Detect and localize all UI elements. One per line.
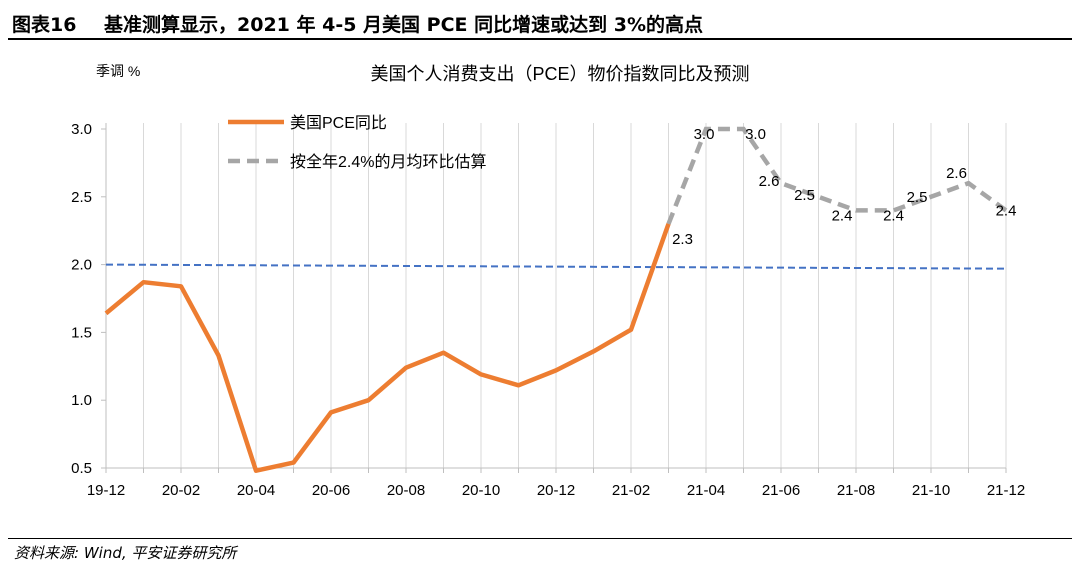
x-tick-label: 21-02	[612, 482, 650, 499]
data-label: 2.4	[832, 207, 853, 224]
source-note: 资料来源: Wind, 平安证券研究所	[14, 544, 237, 562]
figure-number: 图表16	[12, 14, 77, 36]
footer-divider	[8, 538, 1072, 539]
x-tick-label: 21-10	[912, 482, 950, 499]
x-tick-label: 20-06	[312, 482, 350, 499]
data-label: 2.6	[759, 173, 780, 190]
axes: 0.5 1.0 1.5 2.0 2.5 3.0 19-12 20-02 20-04 20-06 20…	[71, 121, 1025, 499]
x-tick-label: 20-10	[462, 482, 500, 499]
x-tick-label: 21-06	[762, 482, 800, 499]
actual-series-line	[104, 223, 671, 473]
x-tick-label: 21-04	[687, 482, 725, 499]
x-tick-label: 20-04	[237, 482, 275, 499]
data-label: 2.6	[946, 165, 967, 182]
y-tick-label: 2.5	[71, 189, 92, 206]
series-group	[104, 126, 1008, 473]
data-label: 2.5	[907, 189, 928, 206]
header-divider	[8, 38, 1072, 40]
data-label-group: 2.33.0 3.02.62.52.4 2.42.52.62.4	[672, 126, 1016, 248]
x-tick-label: 20-12	[537, 482, 575, 499]
figure-header: 图表16 基准测算显示，2021 年 4-5 月美国 PCE 同比增速或达到 3…	[8, 6, 1072, 40]
y-tick-label: 1.0	[71, 392, 92, 409]
gridlines	[143, 123, 1007, 468]
figure-heading: 基准测算显示，2021 年 4-5 月美国 PCE 同比增速或达到 3%的高点	[104, 14, 704, 36]
x-tick-label: 21-12	[987, 482, 1025, 499]
y-tick-label: 1.5	[71, 324, 92, 341]
x-tick-label: 20-02	[162, 482, 200, 499]
y-tick-label: 0.5	[71, 460, 92, 477]
x-tick-label: 21-08	[837, 482, 875, 499]
data-label: 2.3	[672, 231, 693, 248]
y-axis-unit: 季调 %	[96, 63, 140, 79]
x-tick-label: 20-08	[387, 482, 425, 499]
data-label: 2.4	[883, 207, 904, 224]
y-tick-label: 2.0	[71, 257, 92, 274]
legend-label-forecast: 按全年2.4%的月均环比估算	[290, 152, 486, 171]
data-label: 3.0	[745, 126, 766, 143]
legend-label-actual: 美国PCE同比	[290, 114, 387, 132]
forecast-series-line	[666, 126, 1008, 225]
data-label: 2.4	[996, 202, 1017, 219]
x-tick-label: 19-12	[87, 482, 125, 499]
reference-line	[105, 263, 1007, 270]
data-label: 3.0	[694, 126, 715, 143]
chart-title: 美国个人消费支出（PCE）物价指数同比及预测	[370, 64, 749, 84]
data-label: 2.5	[794, 187, 815, 204]
y-tick-label: 3.0	[71, 121, 92, 138]
